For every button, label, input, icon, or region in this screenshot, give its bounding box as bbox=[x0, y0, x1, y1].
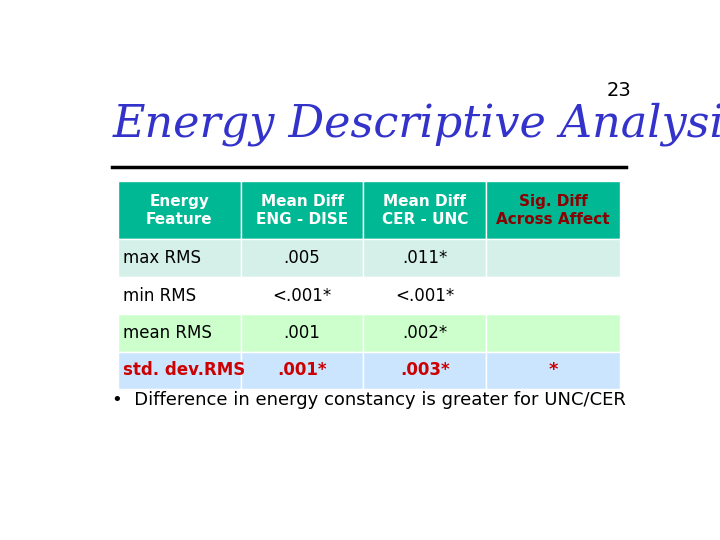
FancyBboxPatch shape bbox=[240, 239, 364, 277]
FancyBboxPatch shape bbox=[364, 277, 486, 314]
FancyBboxPatch shape bbox=[364, 181, 486, 239]
Text: min RMS: min RMS bbox=[124, 287, 197, 305]
FancyBboxPatch shape bbox=[486, 181, 620, 239]
Text: 23: 23 bbox=[606, 82, 631, 100]
FancyBboxPatch shape bbox=[118, 352, 240, 389]
FancyBboxPatch shape bbox=[486, 352, 620, 389]
Text: •  Difference in energy constancy is greater for UNC/CER: • Difference in energy constancy is grea… bbox=[112, 390, 626, 409]
Text: max RMS: max RMS bbox=[124, 249, 202, 267]
FancyBboxPatch shape bbox=[364, 314, 486, 352]
Text: .002*: .002* bbox=[402, 324, 447, 342]
FancyBboxPatch shape bbox=[118, 277, 240, 314]
FancyBboxPatch shape bbox=[486, 277, 620, 314]
Text: .001: .001 bbox=[284, 324, 320, 342]
FancyBboxPatch shape bbox=[118, 239, 240, 277]
FancyBboxPatch shape bbox=[486, 239, 620, 277]
Text: Mean Diff
ENG - DISE: Mean Diff ENG - DISE bbox=[256, 194, 348, 227]
Text: .011*: .011* bbox=[402, 249, 448, 267]
Text: <.001*: <.001* bbox=[272, 287, 332, 305]
FancyBboxPatch shape bbox=[240, 181, 364, 239]
FancyBboxPatch shape bbox=[240, 277, 364, 314]
Text: .005: .005 bbox=[284, 249, 320, 267]
FancyBboxPatch shape bbox=[364, 352, 486, 389]
Text: .001*: .001* bbox=[277, 361, 327, 380]
Text: .003*: .003* bbox=[400, 361, 449, 380]
FancyBboxPatch shape bbox=[118, 314, 240, 352]
FancyBboxPatch shape bbox=[240, 352, 364, 389]
Text: Energy Descriptive Analysis: Energy Descriptive Analysis bbox=[112, 102, 720, 146]
Text: mean RMS: mean RMS bbox=[124, 324, 212, 342]
Text: Mean Diff
CER - UNC: Mean Diff CER - UNC bbox=[382, 194, 468, 227]
FancyBboxPatch shape bbox=[486, 314, 620, 352]
Text: <.001*: <.001* bbox=[395, 287, 454, 305]
Text: Energy
Feature: Energy Feature bbox=[146, 194, 212, 227]
Text: *: * bbox=[549, 361, 558, 380]
FancyBboxPatch shape bbox=[364, 239, 486, 277]
Text: std. dev.RMS: std. dev.RMS bbox=[124, 361, 246, 380]
FancyBboxPatch shape bbox=[118, 181, 240, 239]
Text: Sig. Diff
Across Affect: Sig. Diff Across Affect bbox=[496, 194, 610, 227]
FancyBboxPatch shape bbox=[240, 314, 364, 352]
